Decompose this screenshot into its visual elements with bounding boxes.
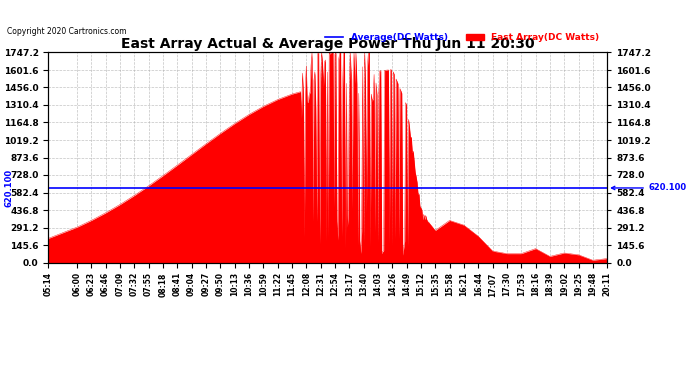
Text: 620.100: 620.100: [611, 183, 687, 192]
Title: East Array Actual & Average Power Thu Jun 11 20:30: East Array Actual & Average Power Thu Ju…: [121, 38, 535, 51]
Text: 620.100: 620.100: [5, 169, 14, 207]
Legend: Average(DC Watts), East Array(DC Watts): Average(DC Watts), East Array(DC Watts): [322, 30, 602, 46]
Text: Copyright 2020 Cartronics.com: Copyright 2020 Cartronics.com: [7, 27, 126, 36]
